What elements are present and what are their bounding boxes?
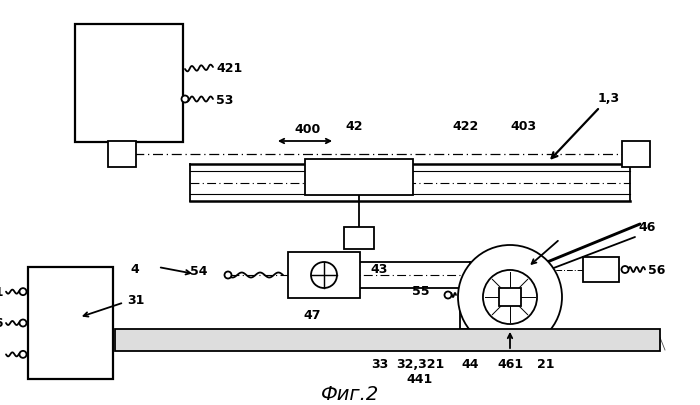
Text: 56: 56 [648,263,666,276]
Text: 21: 21 [538,358,554,371]
Circle shape [20,351,27,358]
Circle shape [20,288,27,295]
Bar [344,228,374,249]
Text: 32,321: 32,321 [396,358,444,371]
Text: 461: 461 [497,358,523,371]
Text: 421: 421 [216,61,242,74]
Text: 55: 55 [412,285,430,298]
Circle shape [311,262,337,288]
Text: 400: 400 [295,123,321,136]
Bar [288,252,360,298]
Text: 46: 46 [638,221,655,234]
Circle shape [483,270,537,324]
Text: Фиг.2: Фиг.2 [321,385,379,403]
Text: 4: 4 [130,263,139,276]
Circle shape [181,96,188,103]
Bar [583,257,619,282]
Text: 422: 422 [452,119,478,132]
Bar [108,142,136,168]
Text: 31: 31 [127,293,144,306]
Text: 43: 43 [370,263,387,276]
Circle shape [622,266,629,273]
Text: 1,3: 1,3 [598,91,620,104]
Text: 42: 42 [345,119,363,132]
Bar [75,25,183,143]
Circle shape [20,320,27,327]
Circle shape [225,272,232,279]
Text: 44: 44 [461,358,479,371]
Bar [499,288,521,306]
Text: 47: 47 [303,309,321,322]
Circle shape [444,292,452,299]
Text: 51: 51 [0,286,4,298]
Bar [28,267,113,379]
Bar [622,142,650,168]
Text: 53: 53 [216,93,233,106]
Text: 56: 56 [0,317,4,330]
Text: 403: 403 [510,119,536,132]
Bar [115,329,660,351]
Text: 33: 33 [372,358,389,371]
Text: 54: 54 [190,265,207,278]
Circle shape [458,245,562,349]
Bar [305,160,413,196]
Text: 441: 441 [407,373,433,386]
